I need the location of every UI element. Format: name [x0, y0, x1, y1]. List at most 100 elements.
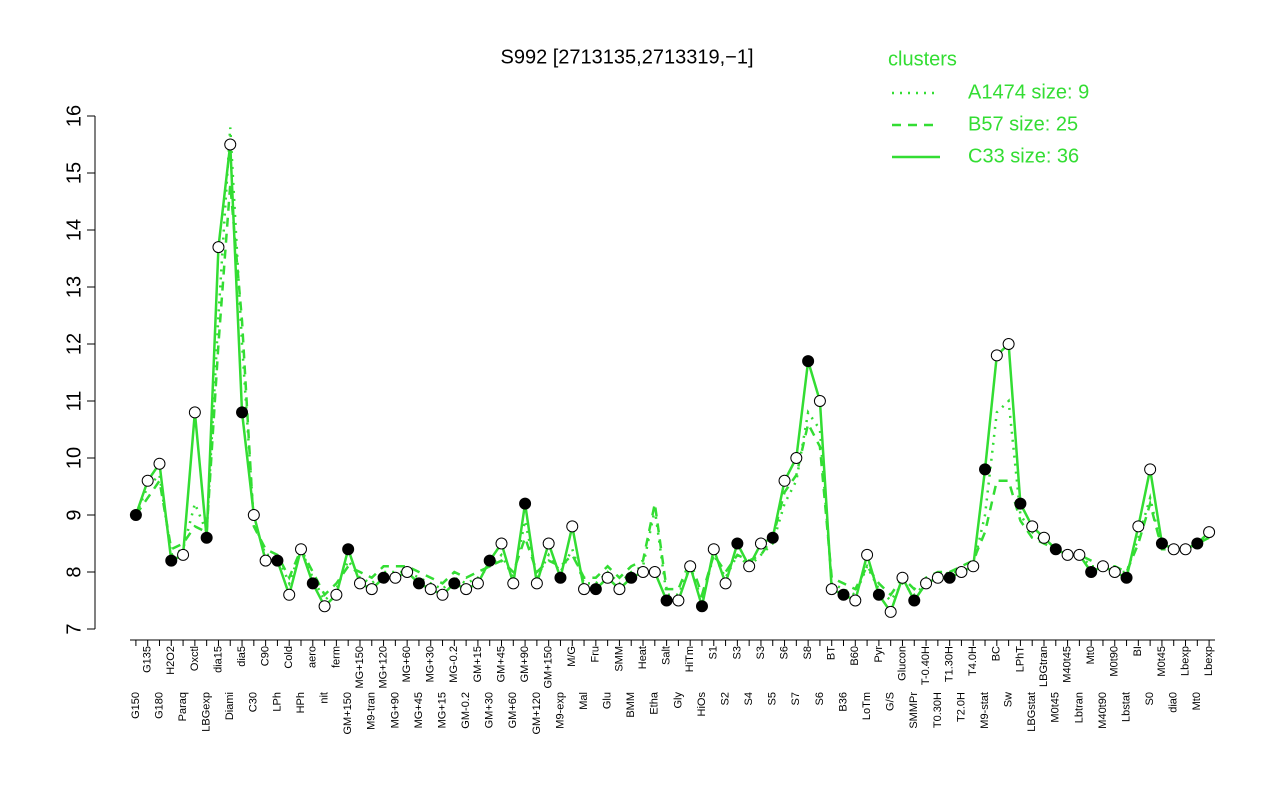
- x-tick-label: G180: [153, 692, 165, 719]
- x-tick-label: M0t45: [1050, 692, 1062, 723]
- data-point: [141, 474, 154, 487]
- x-tick-label: Sw: [1003, 692, 1015, 707]
- legend-title: clusters: [888, 48, 957, 70]
- x-tick-label: M40t90: [1097, 692, 1109, 729]
- data-point: [365, 583, 378, 596]
- data-point: [908, 594, 921, 607]
- data-point: [1026, 520, 1039, 533]
- data-point: [236, 406, 249, 419]
- x-tick-label: M/G: [566, 646, 578, 667]
- data-point: [412, 577, 425, 590]
- data-point: [1096, 560, 1109, 573]
- data-point: [200, 531, 213, 544]
- x-tick-label: MG+120: [377, 646, 389, 689]
- x-tick-label: G/S: [885, 692, 897, 711]
- data-point: [920, 577, 933, 590]
- data-point: [813, 395, 826, 407]
- x-tick-label: LBGexp: [201, 692, 213, 732]
- x-tick-label: S3: [731, 646, 743, 659]
- x-tick-label: Lbstat: [1120, 692, 1132, 722]
- data-point: [1144, 463, 1157, 476]
- y-tick-label: 9: [63, 509, 85, 520]
- x-tick-label: BT: [826, 646, 838, 660]
- x-tick-label: S6: [814, 692, 826, 705]
- x-tick-label: MG+90: [389, 692, 401, 728]
- x-tick-label: ferm: [330, 646, 342, 668]
- data-point: [436, 588, 449, 601]
- data-point: [259, 554, 272, 567]
- data-point: [825, 583, 838, 596]
- data-point: [1014, 497, 1027, 510]
- y-tick-label: 11: [63, 391, 85, 412]
- y-tick-label: 7: [63, 623, 85, 634]
- data-point: [353, 577, 366, 590]
- y-tick-label: 16: [63, 105, 85, 127]
- x-tick-label: MG-0.2: [448, 646, 460, 683]
- x-tick-label: GM+120: [531, 692, 543, 735]
- x-tick-label: T-0.40H: [920, 646, 932, 685]
- x-tick-label: Oxctl: [189, 646, 201, 671]
- data-point: [247, 509, 260, 521]
- data-point: [766, 531, 779, 544]
- data-point: [1155, 537, 1168, 550]
- x-tick-label: MG+15: [436, 692, 448, 728]
- data-point: [660, 594, 673, 607]
- series-line: [134, 127, 1210, 605]
- data-point: [212, 241, 225, 254]
- data-point: [743, 560, 756, 573]
- data-point: [695, 600, 708, 613]
- data-point: [672, 594, 685, 607]
- data-point: [507, 577, 520, 590]
- x-tick-label: S1: [708, 646, 720, 659]
- data-point: [389, 571, 402, 584]
- data-point: [165, 554, 178, 567]
- data-point: [1120, 571, 1133, 584]
- data-point: [177, 548, 190, 561]
- data-point: [129, 509, 142, 521]
- x-tick-label: B60: [849, 646, 861, 666]
- data-point: [188, 406, 201, 419]
- x-tick-label: T2.0H: [955, 692, 967, 722]
- x-tick-label: LoTm: [861, 692, 873, 720]
- x-tick-label: Lbexp: [1179, 646, 1191, 676]
- x-tick-label: HiTm: [684, 646, 696, 672]
- x-tick-label: GM+30: [484, 692, 496, 728]
- y-tick-label: 8: [63, 566, 85, 577]
- data-point: [884, 605, 897, 618]
- data-point: [578, 583, 591, 596]
- data-point: [979, 463, 992, 476]
- data-point: [330, 588, 343, 601]
- x-tick-label: GM-0.2: [460, 692, 472, 729]
- data-point: [1037, 531, 1050, 544]
- data-point: [224, 138, 237, 151]
- data-point: [542, 537, 555, 550]
- x-tick-label: dia0: [1168, 692, 1180, 713]
- data-point: [754, 537, 767, 550]
- data-point: [401, 566, 414, 578]
- x-tick-label: T0.30H: [932, 692, 944, 728]
- data-point: [318, 600, 331, 613]
- x-tick-label: Heat: [637, 646, 649, 669]
- data-point: [495, 537, 508, 550]
- legend-label: A1474 size: 9: [968, 81, 1089, 103]
- y-tick-label: 14: [63, 219, 85, 241]
- x-tick-label: GM+45: [495, 646, 507, 682]
- x-tick-label: LBGstat: [1026, 692, 1038, 732]
- x-tick-label: Mt0: [1191, 692, 1203, 710]
- x-tick-label: G150: [130, 692, 142, 719]
- data-point: [1049, 543, 1062, 556]
- x-tick-label: GM+150: [342, 692, 354, 735]
- y-tick-label: 15: [63, 162, 85, 184]
- x-tick-label: S4: [743, 692, 755, 705]
- x-tick-label: C30: [248, 692, 260, 712]
- data-point: [648, 566, 661, 578]
- data-point: [731, 537, 744, 550]
- x-tick-label: LBGtran: [1038, 646, 1050, 687]
- data-point: [1073, 548, 1086, 561]
- data-point: [943, 571, 956, 584]
- x-tick-label: nit: [318, 692, 330, 704]
- x-tick-label: M40t45: [1061, 646, 1073, 683]
- x-tick-label: MG+150: [354, 646, 366, 689]
- x-tick-label: T4.0H: [967, 646, 979, 676]
